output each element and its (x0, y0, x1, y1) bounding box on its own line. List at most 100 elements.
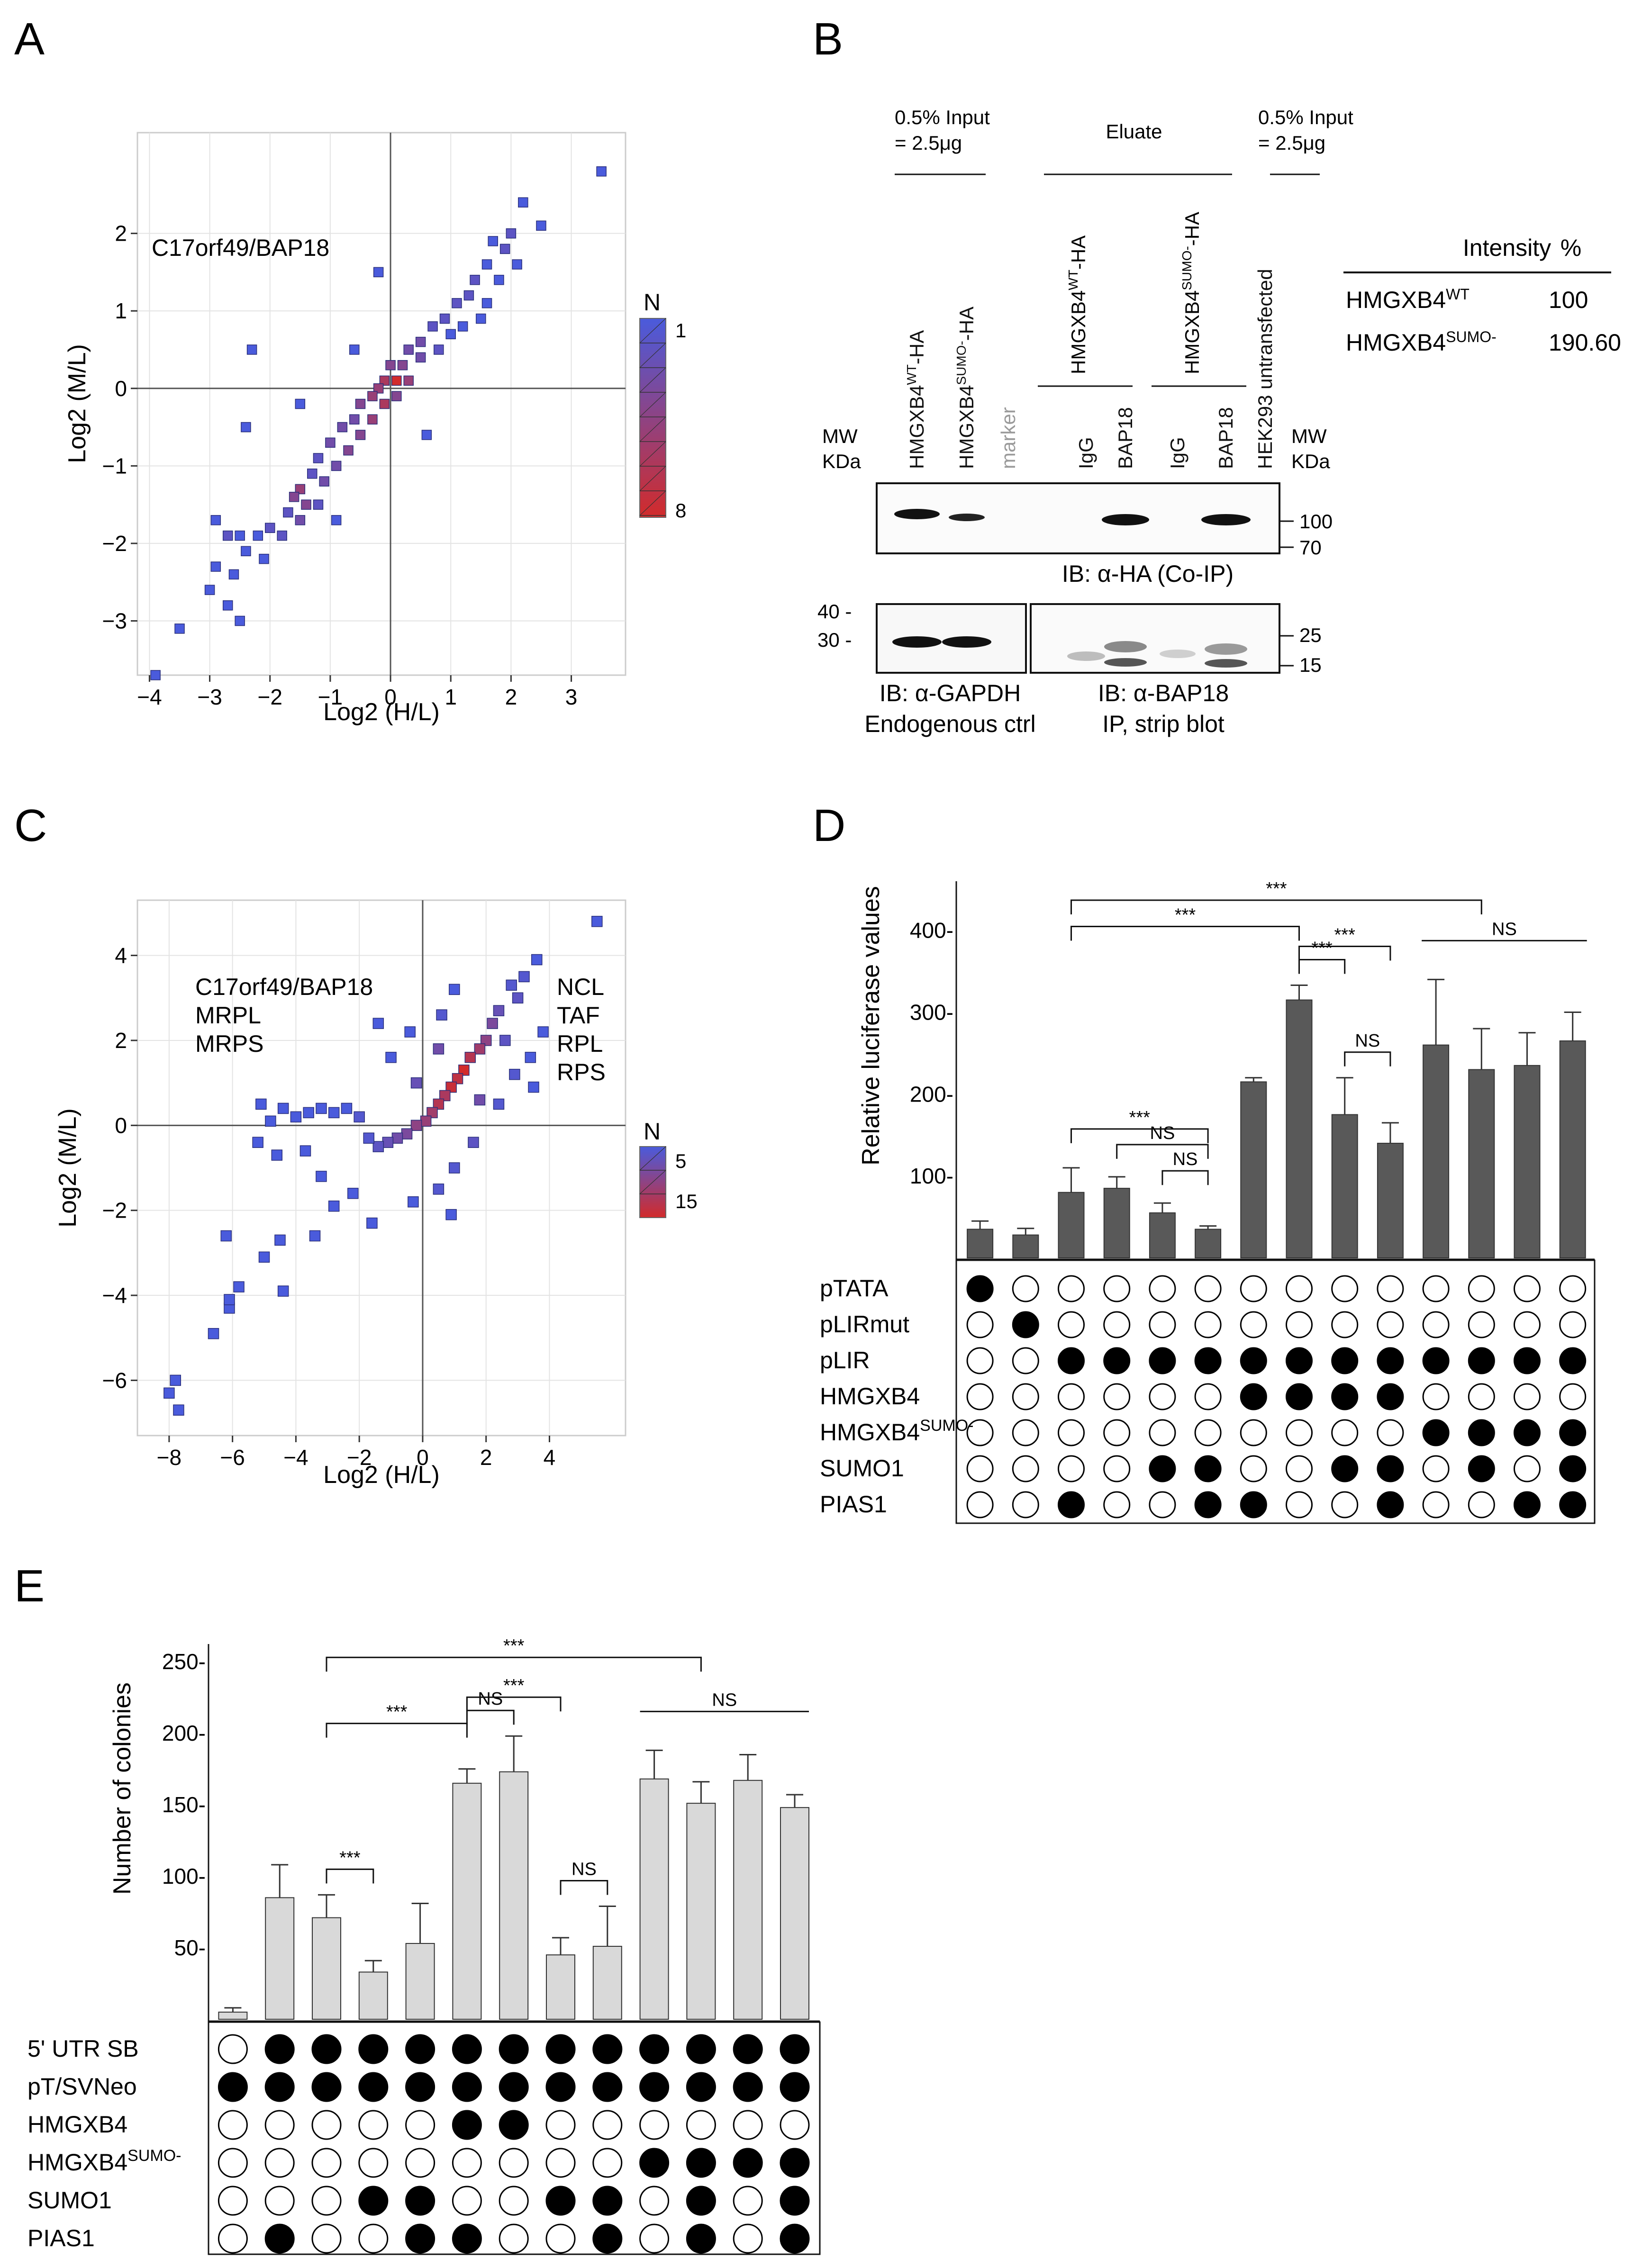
eluate-group-sumo-sup: SUMO- (1179, 246, 1194, 290)
legend-hatch-diagonal (639, 1146, 666, 1171)
panel-c-scatter-heatmap: −8 −6 −4 −2 0 2 4 −6 −4 −2 0 2 4 C17orf49/BAP18 MRP… (54, 899, 698, 1489)
matrix-dot-filled (1058, 1491, 1085, 1518)
matrix-dot-empty (311, 2148, 342, 2178)
matrix-dot-empty (264, 2148, 295, 2178)
lane-label-main: marker (997, 407, 1019, 469)
matrix-dot-filled (780, 2034, 810, 2064)
eluate-group-wt: HMGXB4WT-HA (1066, 235, 1089, 374)
heatmap-bin (445, 1209, 457, 1220)
x-tick-label: −8 (157, 1445, 181, 1470)
matrix-dot-filled (358, 2072, 389, 2102)
matrix-row-label-main: HMGXB4 (820, 1419, 920, 1446)
matrix-dot-filled (1331, 1347, 1359, 1374)
heatmap-bin (468, 1137, 479, 1148)
matrix-dot-filled (1286, 1383, 1313, 1410)
heatmap-bin (331, 515, 342, 525)
bar (1058, 1192, 1085, 1258)
significance-bracket (326, 1868, 374, 1884)
matrix-dot-empty (1468, 1275, 1495, 1302)
x-tick-label: 3 (565, 685, 578, 709)
heatmap-bin (391, 391, 402, 401)
y-tick-label: 300- (910, 1000, 953, 1025)
plot-c-legend: N 5 15 (639, 1118, 698, 1218)
matrix-row-label: SUMO1 (27, 2187, 112, 2214)
bar (1149, 1212, 1176, 1258)
significance-bracket (560, 1879, 608, 1895)
matrix-dot-empty (1194, 1419, 1222, 1446)
heatmap-bin (499, 1035, 511, 1046)
matrix-dot-empty (1422, 1455, 1450, 1482)
significance-bracket (1070, 925, 1300, 941)
matrix-dot-filled (686, 2223, 716, 2254)
matrix-row-label: 5' UTR SB (27, 2035, 139, 2062)
matrix-dot-empty (1559, 1275, 1587, 1302)
plot-a-x-title: Log2 (H/L) (323, 698, 440, 726)
heatmap-bin (518, 197, 528, 208)
matrix-dot-filled (1240, 1491, 1267, 1518)
heatmap-bin (449, 984, 460, 995)
mw-left-line1: MW (822, 425, 858, 447)
heatmap-bin (347, 1188, 359, 1199)
bar (1195, 1229, 1222, 1259)
matrix-dot-filled (1149, 1347, 1176, 1374)
heatmap-bin (313, 453, 324, 463)
band-bap18-lane6 (1160, 650, 1196, 658)
plot-c-x-title: Log2 (H/L) (323, 1461, 440, 1489)
heatmap-bin (299, 1145, 311, 1157)
heatmap-bin (241, 546, 251, 557)
heatmap-bin (170, 1374, 181, 1386)
significance-label: NS (1492, 919, 1517, 939)
y-tick-label: 150- (162, 1792, 206, 1817)
lane-label-sup: WT (904, 364, 919, 385)
bar (1012, 1234, 1039, 1258)
input-left-line2: = 2.5μg (895, 132, 962, 154)
matrix-dot-empty (218, 2110, 248, 2140)
matrix-dot-empty (1149, 1419, 1176, 1446)
heatmap-bin (252, 1137, 263, 1148)
matrix-dot-filled (780, 2223, 810, 2254)
plot-a-y-ticks: −3 −2 −1 0 1 2 (102, 221, 137, 633)
heatmap-bin (457, 321, 468, 332)
matrix-dot-filled (405, 2072, 435, 2102)
matrix-dot-empty (733, 2110, 763, 2140)
matrix-row-label: pLIRmut (820, 1311, 909, 1337)
plot-c-annotation-left-2: MRPL (195, 1002, 261, 1029)
bar (452, 1782, 482, 2020)
significance-label: *** (1311, 938, 1333, 958)
matrix-row-label-main: HMGXB4 (27, 2149, 127, 2176)
lane-label: HEK293 untransfected (1254, 269, 1276, 469)
matrix-dot-empty (311, 2223, 342, 2254)
heatmap-bin (379, 375, 390, 386)
matrix-dot-filled (1514, 1419, 1541, 1446)
matrix-dot-empty (1514, 1311, 1541, 1338)
matrix-dot-empty (1377, 1275, 1404, 1302)
mw-top-70: 70 (1299, 536, 1322, 559)
heatmap-bin (596, 166, 607, 177)
significance-bracket (1116, 1144, 1209, 1159)
matrix-dot-filled (780, 2072, 810, 2102)
x-tick-label: −6 (220, 1445, 245, 1470)
heatmap-bin (253, 530, 263, 541)
matrix-row-label-main: SUMO1 (27, 2187, 112, 2214)
plot-e-y-ticks: 50- 100- 150- 200- 250- (162, 1649, 206, 1960)
significance-label: *** (386, 1702, 408, 1722)
heatmap-bin (401, 1128, 413, 1140)
table-header-percent: % (1560, 235, 1581, 261)
matrix-dot-empty (1559, 1311, 1587, 1338)
heatmap-bin (277, 1102, 289, 1114)
heatmap-bin (474, 1043, 486, 1055)
heatmap-bin (325, 437, 336, 448)
matrix-dot-filled (499, 2110, 529, 2140)
heatmap-bin (319, 476, 329, 487)
heatmap-bin (445, 329, 456, 340)
mw-bottom-15: 15 (1299, 654, 1322, 676)
matrix-row-label: HMGXB4SUMO- (820, 1417, 974, 1446)
lane-label-text: BAP18 (1215, 407, 1237, 469)
matrix-dot-filled (1559, 1491, 1587, 1518)
matrix-dot-filled (1058, 1347, 1085, 1374)
band-bap18-lane7b (1205, 659, 1247, 668)
bar (639, 1778, 669, 2020)
matrix-dot-filled (1468, 1419, 1495, 1446)
matrix-dot-empty (592, 2148, 623, 2178)
x-tick-label: 0 (417, 1445, 429, 1470)
